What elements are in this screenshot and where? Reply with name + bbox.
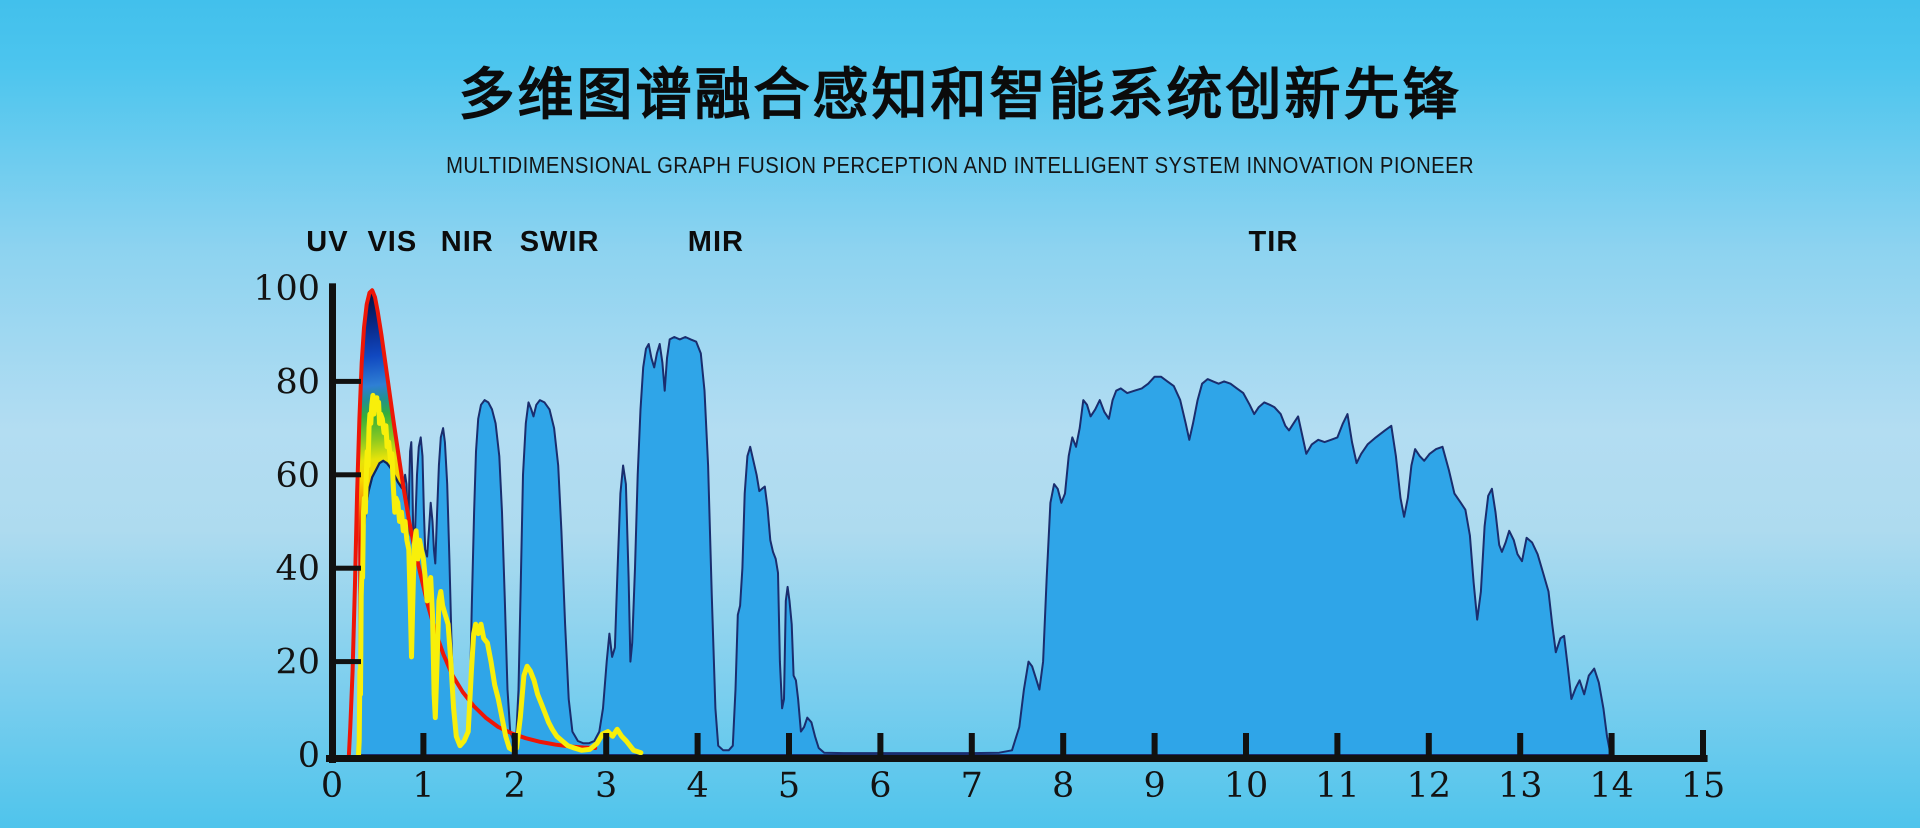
x-tick [1608,733,1615,755]
band-label-uv: UV [306,226,349,258]
x-tick [1243,733,1249,755]
y-tick-label: 0 [298,736,320,776]
x-tick [1060,733,1067,755]
x-tick [1334,733,1341,755]
x-tick-label: 5 [778,766,800,806]
band-label-vis: VIS [367,226,418,258]
band-label-tir: TIR [1248,226,1299,258]
x-tick-label: 9 [1143,766,1165,806]
x-tick [511,733,518,755]
transmission-area [356,336,1612,756]
x-tick-label: 0 [321,766,343,806]
x-tick [968,733,975,755]
band-label-mir: MIR [687,226,744,258]
x-tick-label: 7 [961,766,983,806]
band-label-swir: SWIR [519,226,600,258]
x-tick-label: 11 [1315,766,1360,806]
y-tick-label: 100 [253,269,320,309]
y-tick [336,565,361,571]
x-tick-label: 12 [1407,766,1452,806]
x-tick [1517,733,1524,755]
x-tick-label: 4 [686,766,708,806]
x-tick-label: 1 [412,766,434,806]
x-tick-label: 14 [1589,766,1634,806]
x-tick-label: 6 [869,766,891,806]
y-tick-label: 40 [275,549,320,589]
x-tick [877,733,884,755]
x-tick [420,733,427,755]
solar-curve [356,392,644,758]
x-tick-label: 3 [595,766,617,806]
x-tick-label: 2 [504,766,526,806]
visible-spectrum-gradient [358,290,404,732]
x-tick [1151,733,1158,755]
x-axis [326,755,1708,762]
x-tick-label: 8 [1052,766,1074,806]
y-tick-label: 60 [275,456,320,496]
y-tick [336,472,361,478]
y-tick-label: 80 [275,362,320,402]
x-tick-label: 13 [1498,766,1543,806]
x-tick-label: 10 [1224,766,1269,806]
x-tick [786,733,792,755]
x-tick [694,733,701,755]
x-tick [1700,730,1706,755]
x-tick-label: 15 [1681,766,1726,806]
y-tick-label: 20 [275,643,320,683]
page-subtitle: MULTIDIMENSIONAL GRAPH FUSION PERCEPTION… [445,152,1474,178]
x-tick [603,733,610,755]
y-tick [336,659,361,665]
y-axis [329,283,336,763]
y-tick [336,378,361,384]
page-subtitle-wrap: MULTIDIMENSIONAL GRAPH FUSION PERCEPTION… [0,152,1920,179]
x-tick [1425,733,1432,755]
page-title: 多维图谱融合感知和智能系统创新先锋 [458,63,1462,128]
band-label-nir: NIR [440,226,494,258]
